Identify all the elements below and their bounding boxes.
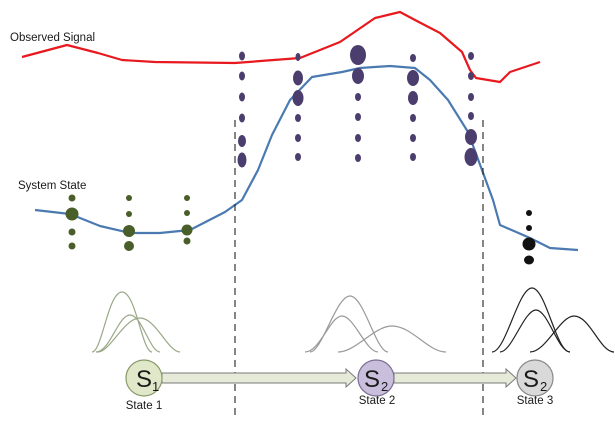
- state2-emission-dots: [237, 45, 478, 168]
- state-node-2-subscript: 2: [381, 379, 388, 394]
- state2-emission-curves: [304, 295, 447, 353]
- system-state-label: System State: [18, 180, 86, 192]
- transition-arrow-2-3: [393, 367, 517, 389]
- observed-signal-label: Observed Signal: [10, 32, 95, 44]
- state3-emission-curves: [491, 287, 615, 353]
- state-node-2-letter: S: [364, 366, 380, 393]
- state-node-3-subscript: 2: [540, 379, 547, 394]
- state3-emission-dots: [522, 210, 536, 265]
- observed-signal-line: [21, 10, 541, 84]
- state-node-1: S 1 State 1: [125, 359, 163, 412]
- system-state-line: [34, 64, 579, 252]
- state-node-3-letter: S: [523, 366, 539, 393]
- transition-arrow-1-2: [161, 367, 357, 389]
- state1-emission-dots: [65, 194, 193, 251]
- state-node-2-caption: State 2: [359, 395, 395, 407]
- state-node-1-subscript: 1: [152, 379, 159, 394]
- state-node-3: S 2 State 3: [516, 359, 554, 407]
- state-node-1-caption: State 1: [126, 400, 162, 412]
- state-node-2: S 2 State 2: [357, 359, 395, 407]
- state-node-1-letter: S: [136, 366, 152, 393]
- state-node-3-caption: State 3: [517, 395, 553, 407]
- state1-emission-curves: [91, 291, 181, 353]
